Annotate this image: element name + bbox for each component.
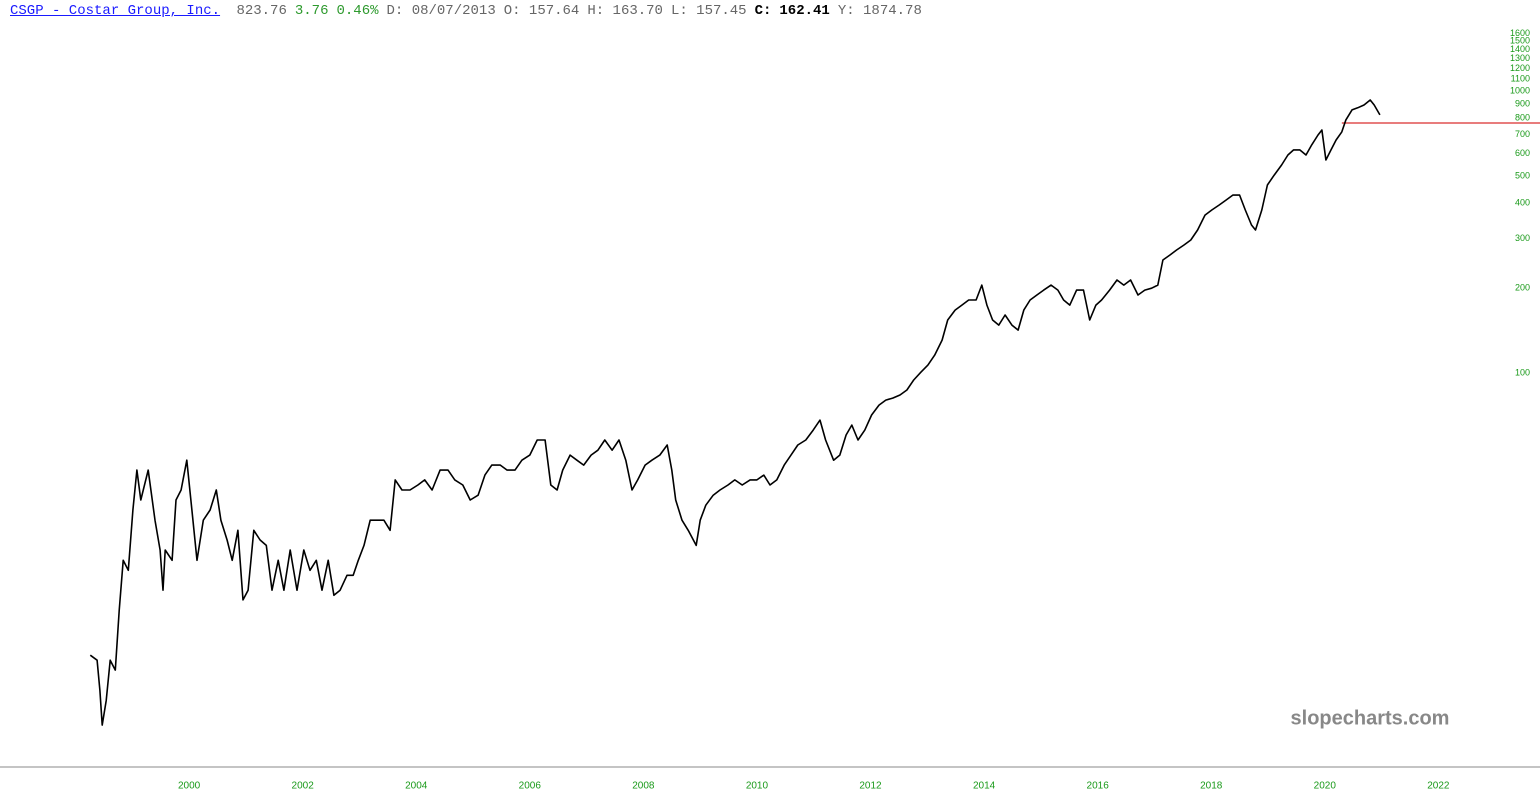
y-tick-label: 600 bbox=[1515, 148, 1530, 158]
x-tick-label: 2012 bbox=[859, 781, 882, 792]
y-tick-label: 1400 bbox=[1510, 44, 1530, 54]
y-tick-label: 200 bbox=[1515, 283, 1530, 293]
quote-header: CSGP - Costar Group, Inc. 823.76 3.76 0.46… bbox=[10, 3, 930, 19]
y-tick-label: 400 bbox=[1515, 198, 1530, 208]
x-tick-label: 2018 bbox=[1200, 781, 1223, 792]
quote-item: 0.46% bbox=[336, 3, 379, 19]
watermark: slopecharts.com bbox=[1291, 707, 1450, 729]
y-tick-label: 1500 bbox=[1510, 36, 1530, 46]
y-tick-label: 1100 bbox=[1511, 74, 1530, 84]
price-line bbox=[89, 99, 1381, 726]
x-tick-label: 2022 bbox=[1427, 781, 1450, 792]
quote-item: 823.76 bbox=[236, 3, 287, 19]
y-tick-label: 1300 bbox=[1510, 53, 1530, 63]
x-tick-label: 2016 bbox=[1087, 781, 1110, 792]
x-tick-label: 2006 bbox=[519, 781, 542, 792]
x-tick-label: 2010 bbox=[746, 781, 769, 792]
quote-item: H: 163.70 bbox=[587, 3, 663, 19]
y-tick-label: 1000 bbox=[1510, 85, 1530, 95]
quote-item: L: 157.45 bbox=[670, 3, 747, 19]
x-tick-label: 2014 bbox=[973, 781, 996, 792]
quote-item: C: bbox=[754, 3, 772, 19]
x-tick-label: 2020 bbox=[1314, 781, 1337, 792]
y-tick-label: 500 bbox=[1515, 170, 1530, 180]
symbol-link[interactable]: CSGP - Costar Group, Inc. bbox=[10, 3, 221, 19]
y-tick-label: 1600 bbox=[1510, 28, 1530, 38]
y-tick-label: 1200 bbox=[1510, 63, 1530, 73]
quote-item: 162.41 bbox=[779, 3, 830, 19]
y-tick-label: 100 bbox=[1515, 367, 1530, 377]
x-tick-label: 2002 bbox=[292, 781, 315, 792]
y-tick-label: 300 bbox=[1515, 233, 1530, 243]
x-tick-label: 2008 bbox=[632, 781, 655, 792]
x-tick-label: 2004 bbox=[405, 781, 428, 792]
quote-item: D: 08/07/2013 bbox=[386, 3, 496, 19]
y-tick-label: 800 bbox=[1515, 113, 1530, 123]
quote-item: 3.76 bbox=[294, 3, 329, 19]
quote-item: Y: 1874.78 bbox=[837, 3, 922, 19]
x-tick-label: 2000 bbox=[178, 781, 201, 792]
y-tick-label: 700 bbox=[1515, 129, 1530, 139]
y-tick-label: 900 bbox=[1515, 98, 1530, 108]
quote-item: O: 157.64 bbox=[503, 3, 580, 19]
